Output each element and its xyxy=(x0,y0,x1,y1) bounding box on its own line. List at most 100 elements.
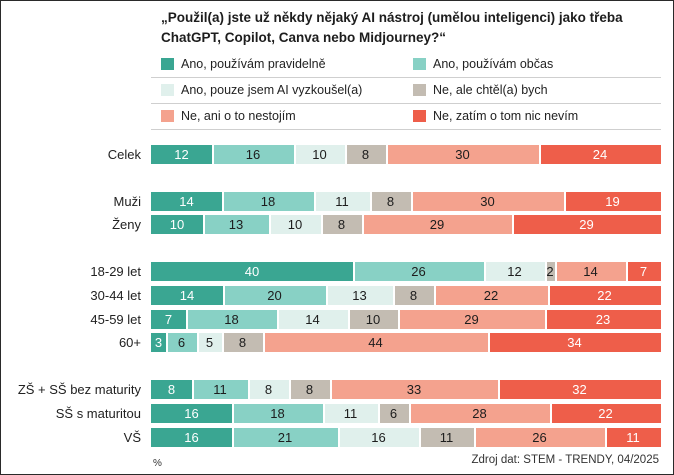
bar-segment xyxy=(186,310,277,329)
bar-segment xyxy=(398,310,545,329)
bar-segment xyxy=(378,404,409,423)
legend-label: Ano, pouze jsem AI vyzkoušel(a) xyxy=(181,83,363,97)
bar-value-label: 6 xyxy=(177,335,186,350)
bar-value-label: 8 xyxy=(337,217,346,232)
bar-segment xyxy=(197,333,222,352)
bar-segment xyxy=(151,333,166,352)
bar-row: 10 13 10 8 29 29 xyxy=(151,215,661,234)
bar-value-label: 10 xyxy=(287,217,303,232)
bar-value-label: 11 xyxy=(343,406,358,421)
bar-value-label: 22 xyxy=(597,288,612,303)
chart-legend: Ano, používám pravidelně Ano, používám ob… xyxy=(151,53,661,131)
bar-value-label: 7 xyxy=(639,264,648,279)
bar-value-label: 14 xyxy=(179,194,194,209)
bar-segment xyxy=(151,404,232,423)
legend-label: Ne, ani o to nestojím xyxy=(181,109,296,123)
bar-value-label: 34 xyxy=(567,335,582,350)
bar-segment xyxy=(419,428,474,447)
bar-value-label: 30 xyxy=(480,194,495,209)
row-label: 60+ xyxy=(118,335,141,350)
bar-segment xyxy=(212,145,294,164)
bar-value-label: 22 xyxy=(483,288,499,303)
bar-value-label: 3 xyxy=(154,335,163,350)
bar-value-label: 11 xyxy=(626,430,640,445)
bar-value-label: 28 xyxy=(472,406,487,421)
bar-row: 12 16 10 8 30 24 xyxy=(151,145,661,164)
bar-value-label: 8 xyxy=(238,335,247,350)
bar-value-label: 30 xyxy=(455,147,470,162)
bar-segment xyxy=(151,428,232,447)
chart-title: „Použil(a) jste už někdy nějaký AI nástr… xyxy=(161,10,623,45)
bar-value-label: 14 xyxy=(583,264,598,279)
bar-value-label: 8 xyxy=(386,194,395,209)
bar-segment xyxy=(151,310,186,329)
bar-value-label: 8 xyxy=(361,147,370,162)
bar-segment xyxy=(323,404,378,423)
bar-segment xyxy=(338,428,419,447)
legend-label: Ne, ale chtěl(a) bych xyxy=(433,83,548,97)
bar-value-label: 10 xyxy=(365,312,381,327)
bar-value-label: 20 xyxy=(267,288,282,303)
row-label: Celek xyxy=(107,147,141,162)
bar-value-label: 16 xyxy=(184,430,199,445)
bar-segment xyxy=(386,145,539,164)
bar-value-label: 12 xyxy=(174,147,189,162)
bar-value-label: 16 xyxy=(184,406,199,421)
bar-value-label: 29 xyxy=(429,217,445,232)
bar-row: 40 26 12 2 14 7 xyxy=(151,262,661,281)
bar-segment xyxy=(151,262,353,281)
bar-segment xyxy=(512,215,661,234)
bar-value-label: 10 xyxy=(169,217,185,232)
bar-value-label: 8 xyxy=(167,382,176,397)
bar-segment xyxy=(605,428,661,447)
bar-segment xyxy=(484,262,545,281)
bar-value-label: 12 xyxy=(507,264,522,279)
bar-segment xyxy=(498,380,661,399)
bar-value-label: 13 xyxy=(228,217,244,232)
bar-segment xyxy=(289,380,330,399)
bar-value-label: 18 xyxy=(224,312,239,327)
bar-segment xyxy=(555,262,626,281)
legend-swatch xyxy=(161,110,174,122)
bar-value-label: 8 xyxy=(264,382,273,397)
bar-segment xyxy=(223,286,326,305)
bar-value-label: 6 xyxy=(389,406,398,421)
bar-segment xyxy=(222,192,314,211)
bar-value-label: 33 xyxy=(406,382,422,397)
bar-segment xyxy=(409,404,550,423)
bar-segment xyxy=(362,215,512,234)
bar-segment xyxy=(411,192,564,211)
legend-label: Ano, používám pravidelně xyxy=(181,57,326,71)
bar-segment xyxy=(192,380,248,399)
bar-row: 14 18 11 8 30 19 xyxy=(151,192,661,211)
bar-value-label: 24 xyxy=(592,147,608,162)
bar-value-label: 19 xyxy=(605,194,620,209)
bar-segment xyxy=(151,192,222,211)
bar-row: 7 18 14 10 29 23 xyxy=(151,310,661,329)
bar-value-label: 11 xyxy=(335,194,349,209)
bar-segment xyxy=(370,192,411,211)
bar-segment xyxy=(393,286,434,305)
bar-row: 14 20 13 8 22 22 xyxy=(151,286,661,305)
bar-value-label: 18 xyxy=(260,194,276,209)
row-label: Ženy xyxy=(112,217,141,232)
bar-segment xyxy=(539,145,661,164)
legend-label: Ne, zatím o tom nic nevím xyxy=(433,109,579,123)
bar-segment xyxy=(269,215,321,234)
source-note: Zdroj dat: STEM - TRENDY, 04/2025 xyxy=(471,454,660,466)
bar-segment xyxy=(564,192,661,211)
bar-value-label: 5 xyxy=(205,335,214,350)
bar-value-label: 22 xyxy=(598,406,613,421)
bar-segment xyxy=(348,310,398,329)
bar-value-label: 14 xyxy=(305,312,320,327)
bar-value-label: 16 xyxy=(371,430,386,445)
bar-segment xyxy=(326,286,393,305)
bar-value-label: 13 xyxy=(352,288,367,303)
bar-segment xyxy=(474,428,605,447)
bar-segment xyxy=(550,404,661,423)
bar-row: 3 6 5 8 44 34 xyxy=(151,333,661,352)
bar-value-label: 32 xyxy=(572,382,587,397)
legend-divider xyxy=(151,129,661,130)
bar-segment xyxy=(248,380,289,399)
